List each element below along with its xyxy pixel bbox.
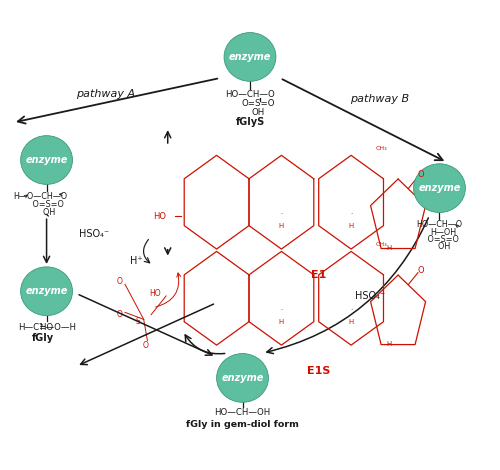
Text: enzyme: enzyme <box>418 183 461 193</box>
Text: O: O <box>417 170 424 179</box>
Text: enzyme: enzyme <box>222 373 264 383</box>
Circle shape <box>224 32 276 81</box>
Text: HSO₄⁻: HSO₄⁻ <box>354 291 385 301</box>
Text: O=S=O: O=S=O <box>25 200 64 209</box>
Text: H: H <box>279 223 284 228</box>
Text: H—O—H: H—O—H <box>40 323 76 332</box>
Text: fGly in gem-diol form: fGly in gem-diol form <box>186 420 299 429</box>
Text: HSO₄⁻: HSO₄⁻ <box>80 228 110 239</box>
Text: H—O—CH—O: H—O—CH—O <box>14 192 68 201</box>
Text: HO—CH—O: HO—CH—O <box>225 90 275 99</box>
Text: OH: OH <box>34 208 56 217</box>
Text: H: H <box>279 319 284 325</box>
Text: enzyme: enzyme <box>26 155 68 165</box>
Text: OH: OH <box>252 108 264 117</box>
Text: O: O <box>417 266 424 275</box>
Text: HO: HO <box>149 289 160 298</box>
Text: fGlyS: fGlyS <box>236 117 264 126</box>
Text: O=S=O: O=S=O <box>241 99 274 108</box>
Text: enzyme: enzyme <box>229 52 271 62</box>
Text: ·: · <box>350 307 352 313</box>
Text: O: O <box>116 277 122 286</box>
Circle shape <box>20 267 72 315</box>
Text: E1S: E1S <box>307 366 330 376</box>
Circle shape <box>414 164 466 212</box>
Text: HO—CH—O: HO—CH—O <box>416 220 463 229</box>
Text: O=S=O: O=S=O <box>420 235 459 244</box>
Text: O: O <box>142 341 148 350</box>
Text: pathway A: pathway A <box>76 89 135 100</box>
Text: H⁺: H⁺ <box>130 256 142 266</box>
Text: E1: E1 <box>311 270 326 280</box>
Text: OH: OH <box>428 242 450 251</box>
Text: ·: · <box>280 211 282 217</box>
Text: H—OH: H—OH <box>430 227 456 237</box>
Text: O: O <box>116 310 122 319</box>
Text: S: S <box>136 317 140 326</box>
Text: H—C=O: H—C=O <box>18 323 53 332</box>
Text: H: H <box>387 245 392 251</box>
Text: fGly: fGly <box>32 333 54 343</box>
Circle shape <box>20 136 72 184</box>
Text: enzyme: enzyme <box>26 286 68 296</box>
Text: ·: · <box>280 307 282 313</box>
Text: CH₃: CH₃ <box>375 242 387 247</box>
Text: H: H <box>348 319 354 325</box>
Text: pathway B: pathway B <box>350 94 409 104</box>
Text: CH₃: CH₃ <box>375 146 387 151</box>
Text: HO—CH—OH: HO—CH—OH <box>214 407 270 416</box>
Text: HO: HO <box>153 212 166 221</box>
Text: ·: · <box>350 211 352 217</box>
Text: H: H <box>348 223 354 228</box>
Circle shape <box>216 353 268 402</box>
Text: H: H <box>387 341 392 347</box>
